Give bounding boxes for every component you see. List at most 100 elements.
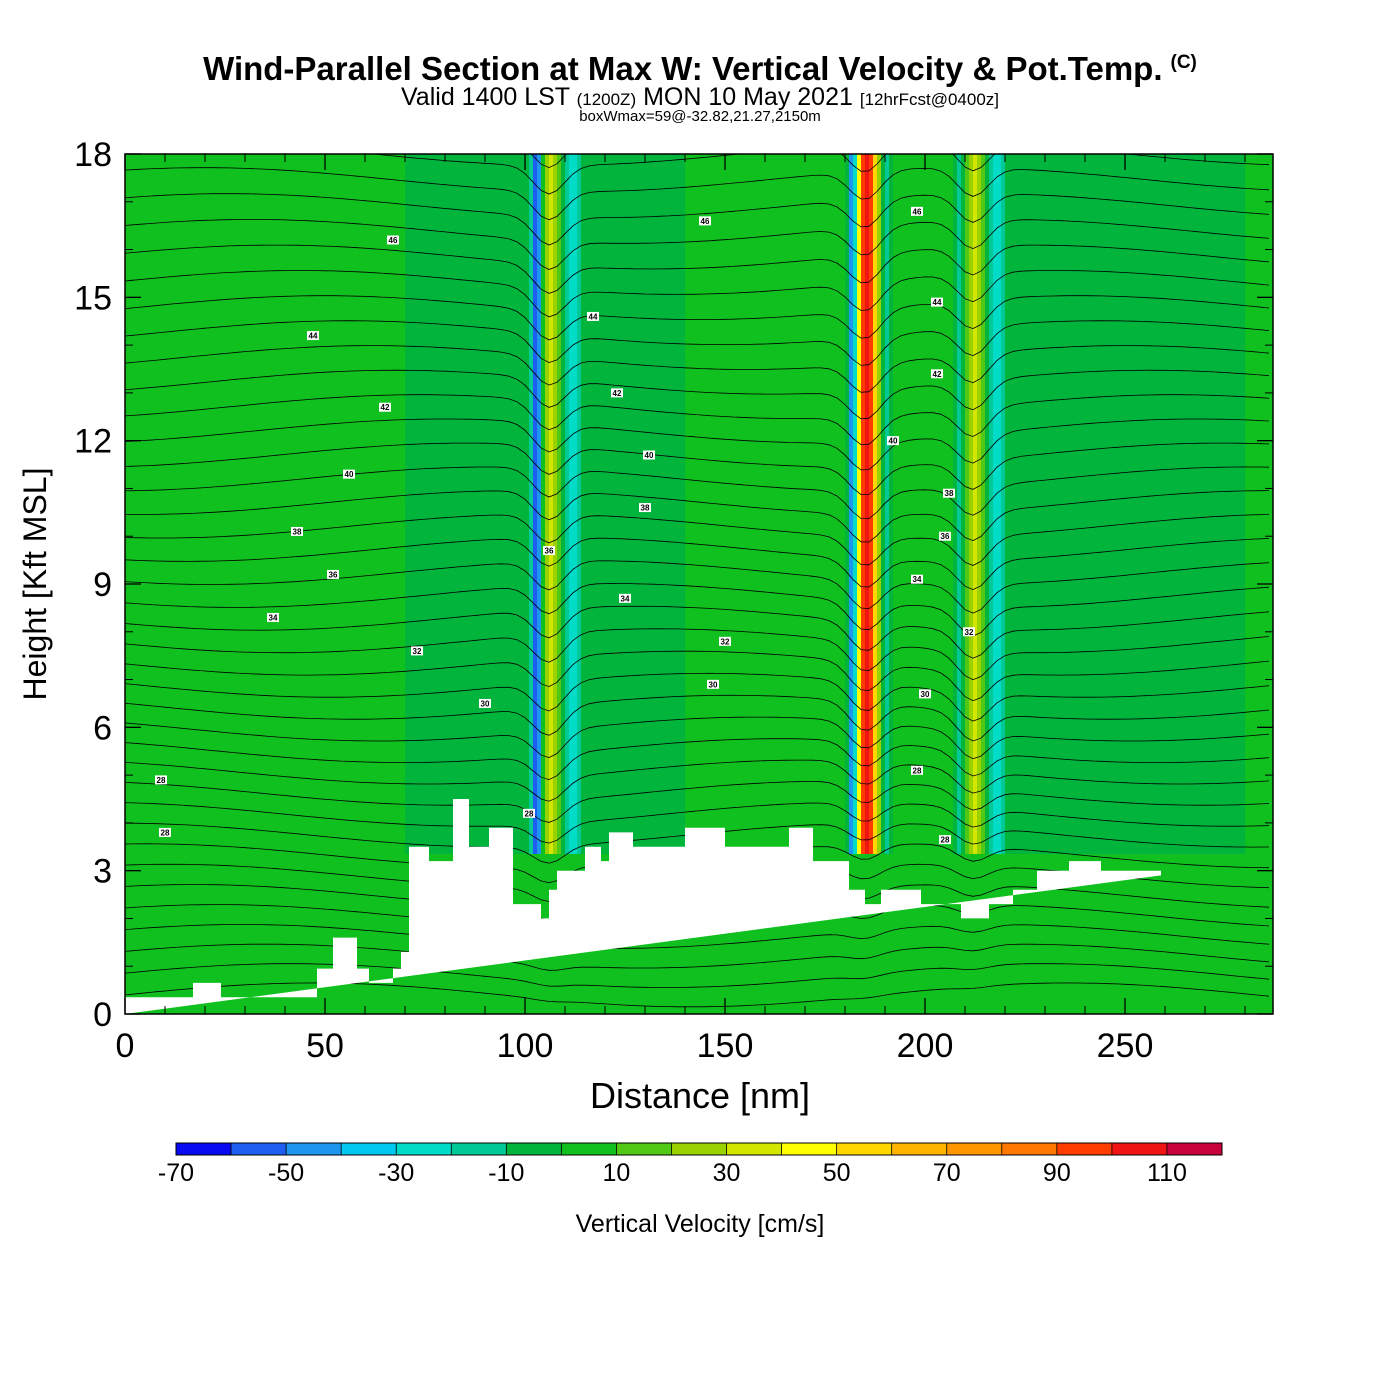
field-strip (405, 154, 410, 854)
colorbar-swatch (946, 1143, 1003, 1155)
field-strip (673, 154, 678, 854)
theta-contour-line (125, 369, 1270, 420)
contour-label: 34 (619, 593, 631, 603)
contour-label-text: 36 (329, 570, 338, 579)
field-strip (1193, 154, 1198, 854)
field-strip (497, 154, 502, 854)
field-strip (1021, 154, 1026, 854)
colorbar-swatch (616, 1143, 672, 1155)
contour-label-bg (643, 450, 655, 460)
field-strip (557, 154, 562, 854)
field-strip (141, 154, 146, 854)
field-strip (1101, 154, 1106, 854)
contour-label-bg (939, 835, 951, 845)
colorbar-swatch (231, 1143, 287, 1155)
colorbar-tick-label: 50 (823, 1159, 851, 1187)
field-strip (665, 154, 670, 854)
field-strip (545, 154, 550, 854)
field-strip (133, 154, 138, 854)
field-strip (781, 154, 786, 854)
field-strip (349, 154, 354, 854)
colorbar-tick-label: -50 (268, 1159, 304, 1187)
contour-label: 32 (963, 627, 975, 637)
field-strip (357, 154, 362, 854)
field-strip (701, 154, 706, 854)
theta-contour-line (125, 490, 1270, 543)
field-strip (501, 154, 506, 854)
field-strip (613, 154, 618, 854)
contour-label: 44 (307, 331, 319, 341)
contour-label-text: 30 (921, 690, 930, 699)
contour-label-bg (919, 689, 931, 699)
y-tick-label: 0 (93, 996, 112, 1034)
contour-label-text: 28 (941, 836, 950, 845)
copyright-mark: (C) (1170, 52, 1197, 73)
field-strip (329, 154, 334, 854)
field-strip (969, 154, 974, 854)
field-strip (937, 154, 942, 854)
field-strip (1093, 154, 1098, 854)
contour-label-bg (911, 574, 923, 584)
field-strip (513, 154, 518, 854)
field-strip (253, 154, 258, 854)
field-strip (737, 154, 742, 854)
field-strip (1001, 154, 1006, 854)
contour-label-text: 40 (345, 470, 354, 479)
colorbar-swatch (1056, 1143, 1113, 1155)
contour-label-bg (267, 612, 279, 622)
field-strip (165, 154, 170, 854)
field-strip (789, 154, 794, 854)
contour-label-text: 44 (589, 312, 598, 321)
field-strip (1017, 154, 1022, 854)
contour-label: 42 (611, 388, 623, 398)
field-strip (865, 154, 870, 854)
field-strip (661, 154, 666, 854)
field-strip (757, 154, 762, 854)
field-strip (517, 154, 522, 854)
contour-label-bg (611, 388, 623, 398)
contour-label-bg (343, 469, 355, 479)
field-strip (421, 154, 426, 854)
contour-label-bg (159, 827, 171, 837)
contour-label-text: 32 (965, 628, 974, 637)
contour-label: 30 (479, 698, 491, 708)
field-strip (597, 154, 602, 854)
theta-contour-line (125, 781, 1270, 823)
field-strip (561, 154, 566, 854)
field-strip (481, 154, 486, 854)
field-strip (949, 154, 954, 854)
forecast-info: [12hrFcst@0400z] (859, 90, 999, 109)
field-strip (1013, 154, 1018, 854)
field-strip (1077, 154, 1082, 854)
field-strip (1105, 154, 1110, 854)
field-strip (917, 154, 922, 854)
field-strip (677, 154, 682, 854)
contour-label-bg (931, 369, 943, 379)
field-strip (1145, 154, 1150, 854)
field-strip (365, 154, 370, 854)
field-strip (457, 154, 462, 854)
contour-label-text: 28 (913, 766, 922, 775)
field-strip (1209, 154, 1214, 854)
contour-label-bg (411, 646, 423, 656)
colorbar-tick-label: -30 (378, 1159, 414, 1187)
field-strip (413, 154, 418, 854)
box-max-info: boxWmax=59@-32.82,21.27,2150m (579, 108, 821, 125)
field-strip (825, 154, 830, 854)
contour-label: 46 (699, 216, 711, 226)
contour-label-text: 36 (941, 532, 950, 541)
theta-contour-line (125, 759, 1270, 802)
colorbar-frame (175, 1142, 1223, 1156)
field-strip (537, 154, 542, 854)
field-strip (657, 154, 662, 854)
colorbar-swatch (671, 1143, 728, 1155)
field-strip (273, 154, 278, 854)
field-strip (1237, 154, 1242, 854)
contour-label: 28 (911, 765, 923, 775)
contour-label: 34 (911, 574, 923, 584)
field-strip (401, 154, 406, 854)
contour-label-bg (639, 503, 651, 513)
field-strip (893, 154, 898, 854)
colorbar-swatch (506, 1143, 562, 1155)
